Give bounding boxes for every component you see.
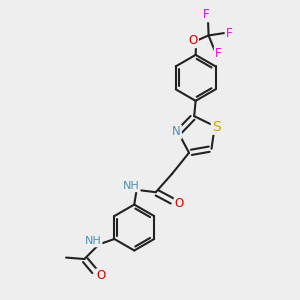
Text: F: F [203,8,210,21]
Text: O: O [96,269,105,282]
Text: N: N [172,125,181,139]
Text: O: O [189,34,198,47]
Text: O: O [175,196,184,210]
Text: NH: NH [85,236,101,246]
Text: F: F [226,27,232,40]
Text: F: F [215,47,221,60]
Text: NH: NH [123,181,140,191]
Text: S: S [212,120,220,134]
